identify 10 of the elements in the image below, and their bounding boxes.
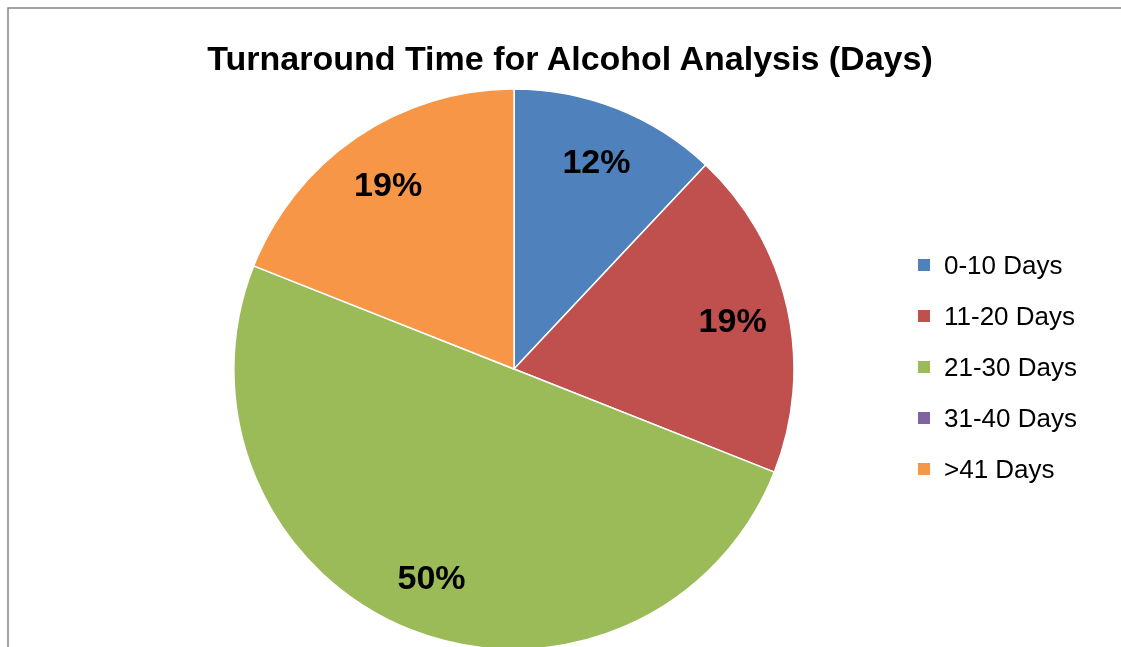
legend-label: 0-10 Days [944, 250, 1063, 280]
data-label: 19% [698, 301, 767, 340]
data-label: 12% [562, 141, 631, 180]
chart-title: Turnaround Time for Alcohol Analysis (Days) [207, 39, 933, 77]
legend-label: 11-20 Days [944, 301, 1076, 331]
data-label: 19% [354, 164, 423, 203]
legend-label: 21-30 Days [944, 352, 1077, 382]
legend-label: >41 Days [944, 454, 1055, 484]
data-label: 50% [397, 558, 466, 597]
legend-label: 31-40 Days [944, 403, 1077, 433]
